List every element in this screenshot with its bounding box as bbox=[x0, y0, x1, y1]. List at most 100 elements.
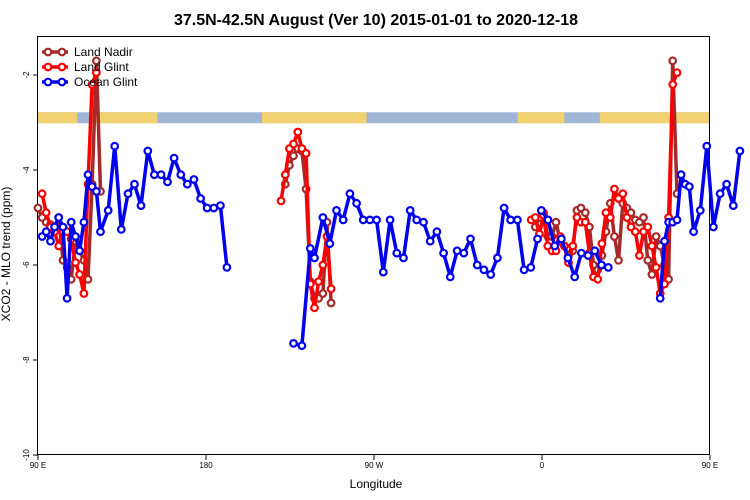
data-point bbox=[310, 303, 319, 313]
data-point bbox=[702, 141, 712, 151]
data-point bbox=[614, 255, 623, 265]
plot-frame bbox=[37, 36, 710, 455]
data-point bbox=[580, 217, 590, 227]
data-point bbox=[597, 260, 606, 270]
data-point bbox=[314, 277, 324, 287]
data-point bbox=[672, 68, 682, 77]
data-point bbox=[41, 227, 51, 237]
x-tick-label: 90 E bbox=[30, 461, 46, 470]
data-point bbox=[83, 170, 93, 180]
data-point bbox=[530, 213, 540, 222]
data-point bbox=[75, 246, 84, 256]
data-point bbox=[79, 217, 89, 227]
data-point bbox=[499, 203, 509, 213]
data-point bbox=[536, 205, 546, 215]
y-axis-label: XCO2 - MLO trend (ppm) bbox=[0, 187, 13, 322]
data-point bbox=[58, 222, 68, 232]
data-point bbox=[110, 141, 120, 151]
data-point bbox=[655, 293, 665, 303]
legend-label: Land Glint bbox=[74, 60, 129, 74]
data-point bbox=[513, 215, 522, 225]
data-point bbox=[676, 170, 686, 180]
data-point bbox=[305, 243, 315, 253]
data-point bbox=[79, 289, 89, 298]
data-point bbox=[466, 234, 475, 244]
data-point bbox=[372, 215, 382, 225]
data-point bbox=[412, 215, 422, 225]
x-tick-label: 0 bbox=[540, 461, 545, 470]
data-point bbox=[643, 255, 653, 265]
data-point bbox=[603, 263, 613, 272]
data-point bbox=[635, 251, 644, 260]
land-strip-segment bbox=[599, 112, 710, 124]
data-point bbox=[289, 139, 298, 149]
data-point bbox=[684, 182, 694, 192]
data-point bbox=[486, 270, 496, 279]
data-point bbox=[590, 246, 600, 256]
data-point bbox=[33, 203, 43, 213]
data-point bbox=[338, 215, 348, 225]
data-point bbox=[136, 201, 146, 211]
x-tick-label: 90 W bbox=[365, 461, 384, 470]
data-point bbox=[593, 274, 603, 284]
data-point bbox=[610, 184, 619, 194]
data-point bbox=[310, 253, 319, 263]
land-strip-segment bbox=[517, 112, 565, 124]
data-point bbox=[672, 215, 682, 225]
data-point bbox=[459, 248, 469, 258]
data-point bbox=[91, 56, 101, 66]
data-point bbox=[289, 151, 298, 161]
data-point bbox=[605, 213, 615, 222]
data-point bbox=[550, 241, 560, 251]
data-point bbox=[326, 284, 336, 294]
y-tick-label: -4 bbox=[22, 166, 31, 174]
data-point bbox=[156, 170, 166, 180]
data-point bbox=[116, 224, 126, 234]
legend-marker bbox=[43, 62, 53, 72]
data-point bbox=[385, 215, 395, 225]
data-point bbox=[419, 217, 428, 227]
data-point bbox=[647, 270, 657, 279]
data-point bbox=[695, 205, 705, 215]
data-point bbox=[618, 189, 628, 199]
legend-marker bbox=[57, 47, 67, 57]
data-point bbox=[332, 205, 341, 215]
data-point bbox=[568, 241, 578, 251]
x-tick-label: 180 bbox=[199, 461, 213, 470]
data-point bbox=[622, 213, 632, 222]
x-axis-label: Longitude bbox=[350, 477, 403, 491]
data-point bbox=[715, 189, 725, 199]
data-point bbox=[143, 146, 153, 156]
series-ocean-glint bbox=[37, 141, 745, 351]
legend-marker bbox=[57, 62, 67, 72]
y-tick-label: -10 bbox=[22, 449, 31, 461]
data-point bbox=[610, 232, 619, 241]
data-point bbox=[297, 341, 307, 351]
data-point bbox=[728, 201, 738, 211]
legend-marker bbox=[43, 77, 53, 87]
legend-label: Land Nadir bbox=[74, 45, 133, 59]
data-point bbox=[325, 239, 335, 249]
legend-marker bbox=[43, 47, 53, 57]
data-point bbox=[709, 222, 718, 232]
x-tick-label: 90 E bbox=[702, 461, 718, 470]
legend-marker bbox=[57, 77, 67, 87]
data-point bbox=[62, 293, 72, 303]
data-point bbox=[378, 267, 388, 277]
data-point bbox=[280, 170, 290, 180]
data-point bbox=[557, 234, 566, 244]
data-point bbox=[41, 208, 51, 218]
data-point bbox=[326, 298, 336, 308]
data-point bbox=[318, 289, 328, 298]
data-point bbox=[54, 241, 64, 251]
data-point bbox=[196, 194, 206, 203]
data-point bbox=[647, 241, 657, 251]
data-point bbox=[399, 253, 408, 263]
data-point bbox=[293, 127, 303, 137]
data-point bbox=[660, 236, 669, 246]
data-point bbox=[345, 189, 355, 199]
chart-title: 37.5N-42.5N August (Ver 10) 2015-01-01 t… bbox=[174, 12, 578, 29]
data-point bbox=[96, 227, 105, 237]
data-point bbox=[103, 205, 113, 215]
land-strip-segment bbox=[262, 112, 367, 124]
